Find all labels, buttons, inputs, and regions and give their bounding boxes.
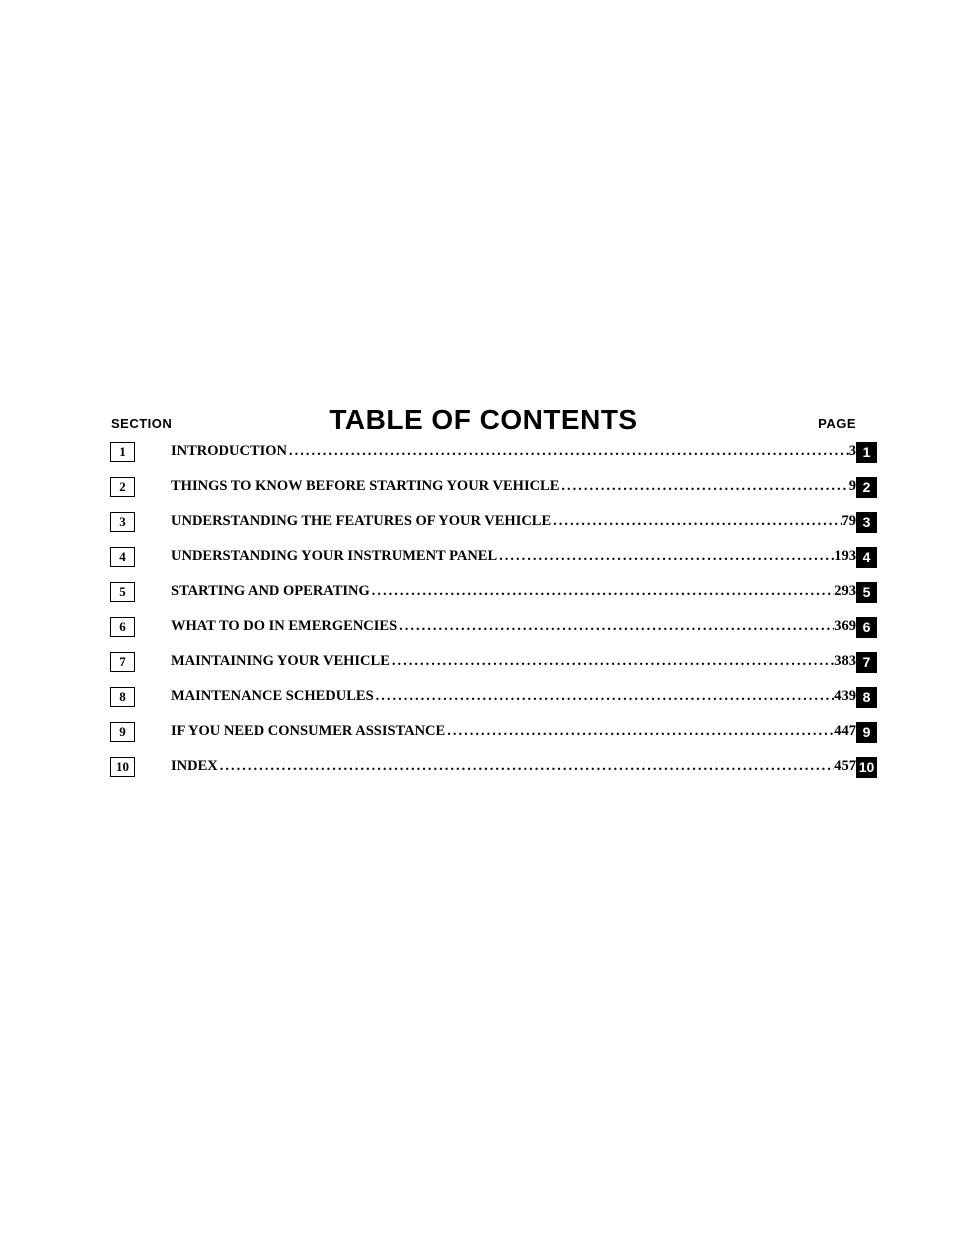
page-title: TABLE OF CONTENTS (111, 404, 856, 436)
toc-line: MAINTAINING YOUR VEHICLE 383 (171, 653, 856, 670)
chapter-title: UNDERSTANDING YOUR INSTRUMENT PANEL (171, 548, 497, 565)
toc-content: SECTION TABLE OF CONTENTS PAGE 1 INTRODU… (111, 395, 856, 793)
leader-dots (551, 513, 841, 530)
toc-line: STARTING AND OPERATING 293 (171, 583, 856, 600)
page-number: 457 (834, 758, 856, 775)
page-number: 369 (834, 618, 856, 635)
leader-dots (374, 688, 835, 705)
section-number-box: 7 (110, 652, 135, 672)
toc-line: MAINTENANCE SCHEDULES 439 (171, 688, 856, 705)
page-number: 439 (834, 688, 856, 705)
section-tab: 9 (856, 722, 877, 743)
page-number: 447 (834, 723, 856, 740)
chapter-title: INTRODUCTION (171, 443, 287, 460)
leader-dots (445, 723, 834, 740)
toc-line: UNDERSTANDING YOUR INSTRUMENT PANEL 193 (171, 548, 856, 565)
section-number-box: 4 (110, 547, 135, 567)
toc-row: 8 MAINTENANCE SCHEDULES 439 8 (111, 688, 856, 711)
section-number-box: 10 (110, 757, 135, 777)
section-tab: 8 (856, 687, 877, 708)
toc-row: 3 UNDERSTANDING THE FEATURES OF YOUR VEH… (111, 513, 856, 536)
toc-row: 6 WHAT TO DO IN EMERGENCIES 369 6 (111, 618, 856, 641)
chapter-title: WHAT TO DO IN EMERGENCIES (171, 618, 397, 635)
chapter-title: STARTING AND OPERATING (171, 583, 370, 600)
section-number-box: 3 (110, 512, 135, 532)
section-tab: 6 (856, 617, 877, 638)
page-number: 193 (834, 548, 856, 565)
toc-line: THINGS TO KNOW BEFORE STARTING YOUR VEHI… (171, 478, 856, 495)
section-number-box: 5 (110, 582, 135, 602)
chapter-title: IF YOU NEED CONSUMER ASSISTANCE (171, 723, 445, 740)
leader-dots (497, 548, 834, 565)
section-number-box: 9 (110, 722, 135, 742)
chapter-title: INDEX (171, 758, 218, 775)
page-column-label: PAGE (818, 416, 856, 431)
toc-row: 10 INDEX 457 10 (111, 758, 856, 781)
toc-row: 1 INTRODUCTION 3 1 (111, 443, 856, 466)
section-number-box: 1 (110, 442, 135, 462)
toc-row: 5 STARTING AND OPERATING 293 5 (111, 583, 856, 606)
toc-row: 2 THINGS TO KNOW BEFORE STARTING YOUR VE… (111, 478, 856, 501)
chapter-title: MAINTAINING YOUR VEHICLE (171, 653, 390, 670)
leader-dots (287, 443, 849, 460)
section-tab: 4 (856, 547, 877, 568)
section-tab: 2 (856, 477, 877, 498)
chapter-title: MAINTENANCE SCHEDULES (171, 688, 374, 705)
chapter-title: THINGS TO KNOW BEFORE STARTING YOUR VEHI… (171, 478, 559, 495)
section-number-box: 6 (110, 617, 135, 637)
page-number: 293 (834, 583, 856, 600)
toc-line: UNDERSTANDING THE FEATURES OF YOUR VEHIC… (171, 513, 856, 530)
toc-line: WHAT TO DO IN EMERGENCIES 369 (171, 618, 856, 635)
leader-dots (559, 478, 848, 495)
toc-line: IF YOU NEED CONSUMER ASSISTANCE 447 (171, 723, 856, 740)
leader-dots (390, 653, 834, 670)
page-number: 9 (849, 478, 856, 495)
leader-dots (397, 618, 834, 635)
section-tab: 1 (856, 442, 877, 463)
section-tab: 10 (856, 757, 877, 778)
toc-row: 9 IF YOU NEED CONSUMER ASSISTANCE 447 9 (111, 723, 856, 746)
toc-line: INTRODUCTION 3 (171, 443, 856, 460)
chapter-title: UNDERSTANDING THE FEATURES OF YOUR VEHIC… (171, 513, 551, 530)
toc-header-row: SECTION TABLE OF CONTENTS PAGE (111, 395, 856, 433)
leader-dots (370, 583, 834, 600)
section-number-box: 8 (110, 687, 135, 707)
toc-row: 7 MAINTAINING YOUR VEHICLE 383 7 (111, 653, 856, 676)
page-number: 3 (849, 443, 856, 460)
toc-row: 4 UNDERSTANDING YOUR INSTRUMENT PANEL 19… (111, 548, 856, 571)
section-tab: 7 (856, 652, 877, 673)
toc-line: INDEX 457 (171, 758, 856, 775)
section-tab: 5 (856, 582, 877, 603)
section-number-box: 2 (110, 477, 135, 497)
page-number: 383 (834, 653, 856, 670)
leader-dots (218, 758, 835, 775)
page-number: 79 (842, 513, 857, 530)
section-tab: 3 (856, 512, 877, 533)
page: SECTION TABLE OF CONTENTS PAGE 1 INTRODU… (0, 0, 954, 1235)
